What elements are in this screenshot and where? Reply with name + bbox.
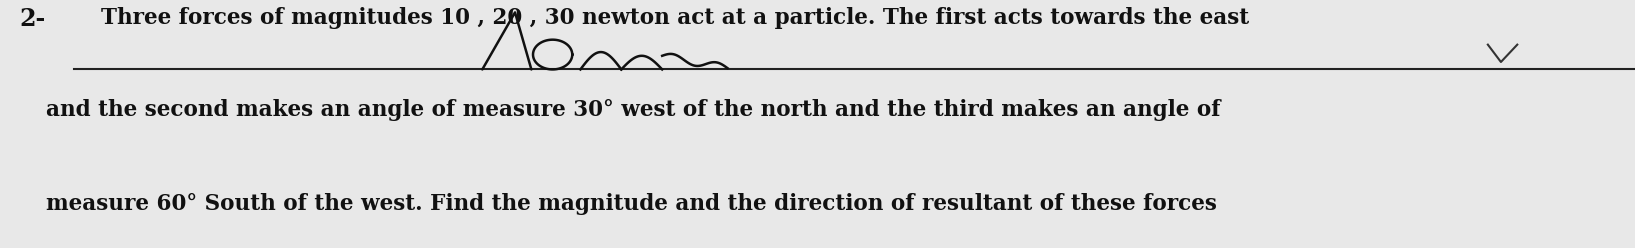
Text: Three forces of magnitudes 10 , 20 , 30 newton act at a particle. The first acts: Three forces of magnitudes 10 , 20 , 30 …	[101, 7, 1249, 30]
Text: 2-: 2-	[20, 7, 46, 31]
Text: and the second makes an angle of measure 30° west of the north and the third mak: and the second makes an angle of measure…	[46, 99, 1220, 121]
Text: measure 60° South of the west. Find the magnitude and the direction of resultant: measure 60° South of the west. Find the …	[46, 193, 1216, 216]
